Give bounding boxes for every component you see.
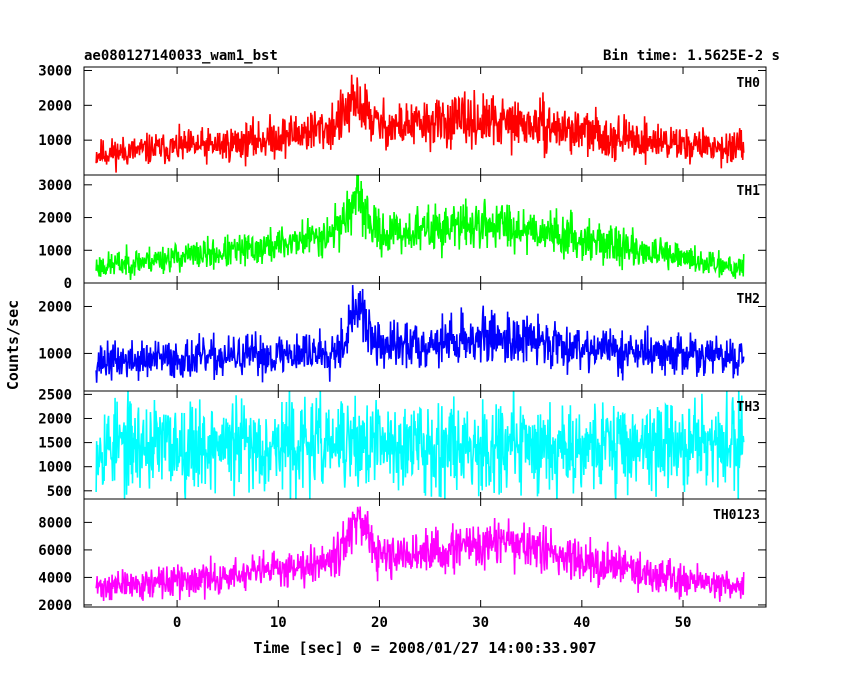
y-tick-label: 0	[64, 276, 72, 292]
panel-label: TH0123	[713, 508, 760, 523]
panel-frame	[83, 282, 767, 392]
y-tick-label: 3000	[38, 178, 72, 194]
x-tick-label: 40	[573, 615, 590, 631]
panel-label: TH3	[737, 400, 760, 415]
x-axis-label: Time [sec] 0 = 2008/01/27 14:00:33.907	[253, 639, 596, 657]
y-tick-label: 2000	[38, 98, 72, 114]
y-tick-label: 3000	[38, 63, 72, 79]
y-tick-label: 2500	[38, 387, 72, 403]
panel-th0123: 2000 4000 6000 8000 TH0123	[38, 498, 767, 614]
y-tick-label: 2000	[38, 211, 72, 227]
panels: 1000 2000 3000 TH0 0 1000 2000 3000 TH1 1000 2000 T…	[38, 63, 767, 614]
x-tick-label: 20	[371, 615, 388, 631]
y-tick-label: 4000	[38, 570, 72, 586]
panel-frame	[83, 498, 767, 608]
panel-label: TH2	[737, 292, 760, 307]
panel-label: TH0	[737, 76, 761, 91]
y-tick-label: 1000	[38, 460, 72, 476]
bin-time-label: Bin time: 1.5625E-2 s	[603, 48, 780, 64]
y-tick-label: 8000	[38, 515, 72, 531]
chart-title: ae080127140033_wam1_bst	[84, 48, 278, 64]
x-axis: 0 10 20 30 40 50	[173, 615, 692, 631]
y-tick-label: 6000	[38, 543, 72, 559]
y-tick-label: 1000	[38, 133, 72, 149]
y-tick-label: 2000	[38, 598, 72, 614]
x-tick-label: 0	[173, 615, 181, 631]
y-tick-label: 500	[47, 484, 72, 500]
series-th1	[95, 175, 745, 280]
series-th3	[95, 391, 745, 499]
panel-label: TH1	[737, 184, 761, 199]
series-th0123	[95, 506, 745, 602]
y-tick-label: 1500	[38, 436, 72, 452]
x-tick-label: 10	[270, 615, 287, 631]
x-tick-label: 50	[675, 615, 692, 631]
y-tick-label: 2000	[38, 299, 72, 315]
y-axis-label: Counts/sec	[4, 300, 22, 390]
y-tick-label: 1000	[38, 346, 72, 362]
panel-th1: 0 1000 2000 3000 TH1	[38, 174, 767, 292]
panel-th3: 500 1000 1500 2000 2500 TH3	[38, 387, 767, 500]
x-tick-label: 30	[472, 615, 489, 631]
y-tick-label: 2000	[38, 411, 72, 427]
y-tick-label: 1000	[38, 243, 72, 259]
panel-th0: 1000 2000 3000 TH0	[38, 63, 767, 176]
series-th0	[95, 74, 745, 173]
panel-th2: 1000 2000 TH2	[38, 282, 767, 392]
series-th2	[95, 285, 745, 383]
